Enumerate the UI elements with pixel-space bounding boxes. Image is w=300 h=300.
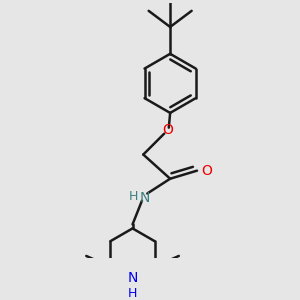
- Text: H: H: [128, 287, 137, 300]
- Text: O: O: [162, 123, 173, 137]
- Text: N: N: [128, 271, 138, 285]
- Text: N: N: [140, 190, 150, 205]
- Text: O: O: [201, 164, 212, 178]
- Text: H: H: [128, 190, 138, 203]
